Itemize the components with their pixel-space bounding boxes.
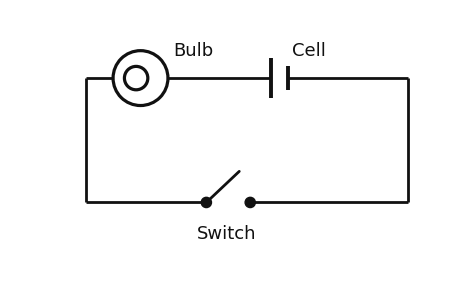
Text: Cell: Cell (292, 42, 326, 60)
Circle shape (201, 197, 211, 207)
Text: Bulb: Bulb (173, 42, 214, 60)
Circle shape (245, 197, 255, 207)
Text: Switch: Switch (197, 225, 256, 243)
